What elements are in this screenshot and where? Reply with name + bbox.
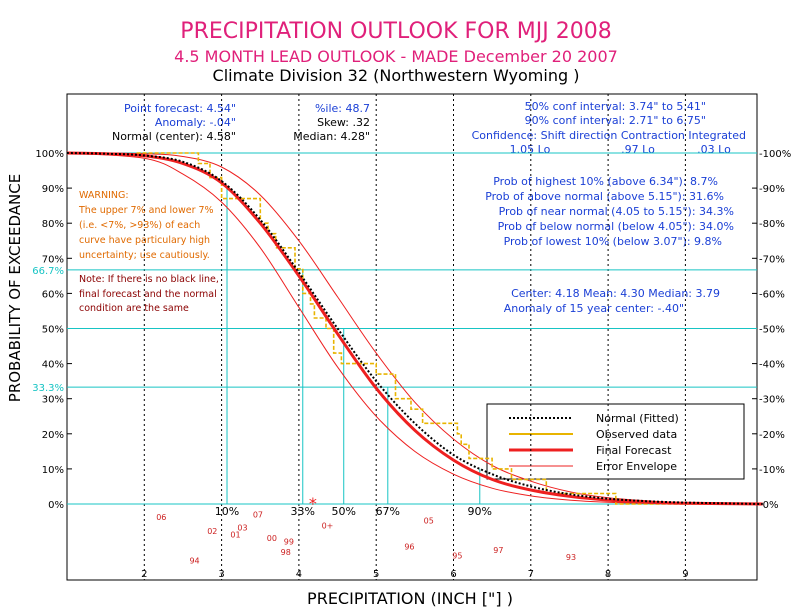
- year-label-02: 02: [207, 527, 217, 536]
- year-label-00: 00: [267, 534, 277, 543]
- year-label-0+: 0+: [322, 522, 334, 531]
- integrated-value: .03 Lo: [697, 143, 731, 156]
- y-tick-label-right-30: -30%: [759, 395, 785, 406]
- percentile-marker-label-67: 67%: [376, 505, 400, 518]
- legend-envelope-label: Error Envelope: [596, 460, 677, 473]
- year-label-07: 07: [253, 510, 263, 519]
- percentile-text: %ile: 48.7: [315, 102, 370, 115]
- note-line-0: Note: If there is no black line,: [79, 274, 219, 285]
- x-tick-label-3: 3: [218, 569, 224, 580]
- year-label-97: 97: [493, 546, 503, 555]
- percentile-marker-label-33: 33%: [291, 505, 315, 518]
- x-tick-label-2: 2: [141, 569, 147, 580]
- y-tick-label-right-80: -80%: [759, 219, 785, 230]
- normal-fitted-line: [66, 152, 763, 505]
- y-tick-label-left-20: 20%: [42, 430, 64, 441]
- x-tick-label-5: 5: [373, 569, 379, 580]
- y-tick-label-right-70: -70%: [759, 254, 785, 265]
- legend-normal-label: Normal (Fitted): [596, 412, 679, 425]
- note-line-1: final forecast and the normal: [79, 289, 217, 300]
- cyan-gridline-label-66.7: 66.7%: [32, 266, 64, 277]
- year-label-99: 99: [284, 537, 294, 546]
- y-tick-label-right-100: -100%: [759, 149, 791, 160]
- y-tick-label-right-20: -20%: [759, 430, 785, 441]
- percentile-marker-label-50: 50%: [332, 505, 356, 518]
- year-label-95: 95: [452, 551, 462, 560]
- prob-lowest-10: Prob of lowest 10% (below 3.07"): 9.8%: [504, 235, 722, 248]
- skew-text: Skew: .32: [317, 116, 370, 129]
- y-tick-label-right-90: -90%: [759, 184, 785, 195]
- x-tick-label-9: 9: [682, 569, 688, 580]
- y-axis-label: PROBABILITY OF EXCEEDANCE: [6, 174, 24, 402]
- note-line-2: condition are the same: [79, 303, 189, 314]
- y-tick-label-right-10: -10%: [759, 465, 785, 476]
- y-tick-label-left-80: 80%: [42, 219, 64, 230]
- median-text: Median: 4.28": [293, 130, 370, 143]
- year-label-98: 98: [281, 548, 291, 557]
- year-label-94: 94: [189, 557, 199, 566]
- year-label-03: 03: [237, 523, 247, 532]
- plot-frame: [66, 93, 758, 581]
- y-tick-label-left-90: 90%: [42, 184, 64, 195]
- warning-line-1: The upper 7% and lower 7%: [78, 205, 214, 216]
- envelope-lower-line: [66, 152, 763, 505]
- normal-center-text: Normal (center): 4.58": [112, 130, 236, 143]
- y-tick-label-right-0: -0%: [759, 500, 778, 511]
- y-tick-label-left-30: 30%: [42, 395, 64, 406]
- shift-value: 1.05 Lo: [510, 143, 551, 156]
- y-tick-label-left-70: 70%: [42, 254, 64, 265]
- y-tick-label-left-0: 0%: [48, 500, 64, 511]
- y-tick-label-left-50: 50%: [42, 325, 64, 336]
- y-tick-label-left-60: 60%: [42, 289, 64, 300]
- x-tick-label-4: 4: [296, 569, 302, 580]
- x-tick-label-6: 6: [450, 569, 456, 580]
- warning-line-2: (i.e. <7%, >93%) of each: [79, 220, 200, 231]
- chart-marks: 2 3 4 5 6 7 8 90% -0%10% -10%20% -20%30% -30%40% -40…: [32, 94, 791, 580]
- y-tick-label-right-50: -50%: [759, 325, 785, 336]
- x-axis-label: PRECIPITATION (INCH ["] ): [307, 589, 513, 608]
- y-tick-label-left-10: 10%: [42, 465, 64, 476]
- point-forecast-marker: *: [309, 494, 317, 513]
- legend-observed-label: Observed data: [596, 428, 677, 441]
- division-label: Climate Division 32 (Northwestern Wyomin…: [213, 66, 580, 85]
- center-stats-line1: Center: 4.18 Mean: 4.30 Median: 3.79: [511, 287, 720, 300]
- prob-highest-10: Prob of highest 10% (above 6.34"): 8.7%: [493, 175, 718, 188]
- year-label-05: 05: [424, 516, 434, 525]
- legend-forecast-label: Final Forecast: [596, 444, 672, 457]
- year-label-06: 06: [156, 513, 166, 522]
- chart-title: PRECIPITATION OUTLOOK FOR MJJ 2008: [180, 19, 611, 44]
- chart-subtitle: 4.5 MONTH LEAD OUTLOOK - MADE December 2…: [174, 47, 618, 66]
- percentile-marker-label-90: 90%: [468, 505, 492, 518]
- prob-above-normal: Prob of above normal (above 5.15"): 31.6…: [485, 190, 724, 203]
- point-forecast-text: Point forecast: 4.54": [124, 102, 236, 115]
- legend-box: [486, 403, 745, 480]
- envelope-upper-line: [66, 152, 763, 505]
- percentile-marker-label-10: 10%: [215, 505, 239, 518]
- year-label-93: 93: [566, 553, 576, 562]
- year-label-01: 01: [230, 530, 240, 539]
- year-label-96: 96: [404, 543, 414, 552]
- cyan-gridline-label-33.3: 33.3%: [32, 383, 64, 394]
- y-tick-label-right-60: -60%: [759, 289, 785, 300]
- y-tick-label-left-40: 40%: [42, 360, 64, 371]
- x-tick-label-8: 8: [605, 569, 611, 580]
- contraction-value: .97 Lo: [621, 143, 655, 156]
- y-tick-label-right-40: -40%: [759, 360, 785, 371]
- warning-line-0: WARNING:: [79, 190, 129, 201]
- confidence-header: Confidence: Shift direction Contraction …: [472, 129, 746, 142]
- prob-near-normal: Prob of near normal (4.05 to 5.15"): 34.…: [499, 205, 734, 218]
- prob-below-normal: Prob of below normal (below 4.05"): 34.0…: [498, 220, 734, 233]
- conf90-text: 90% conf interval: 2.71" to 6.75": [525, 114, 706, 127]
- y-tick-label-left-100: 100%: [35, 149, 64, 160]
- conf50-text: 50% conf interval: 3.74" to 5.41": [525, 100, 706, 113]
- center-stats-line2: Anomaly of 15 year center: -.40": [504, 302, 684, 315]
- x-tick-label-7: 7: [528, 569, 534, 580]
- anomaly-text: Anomaly: -.04": [155, 116, 236, 129]
